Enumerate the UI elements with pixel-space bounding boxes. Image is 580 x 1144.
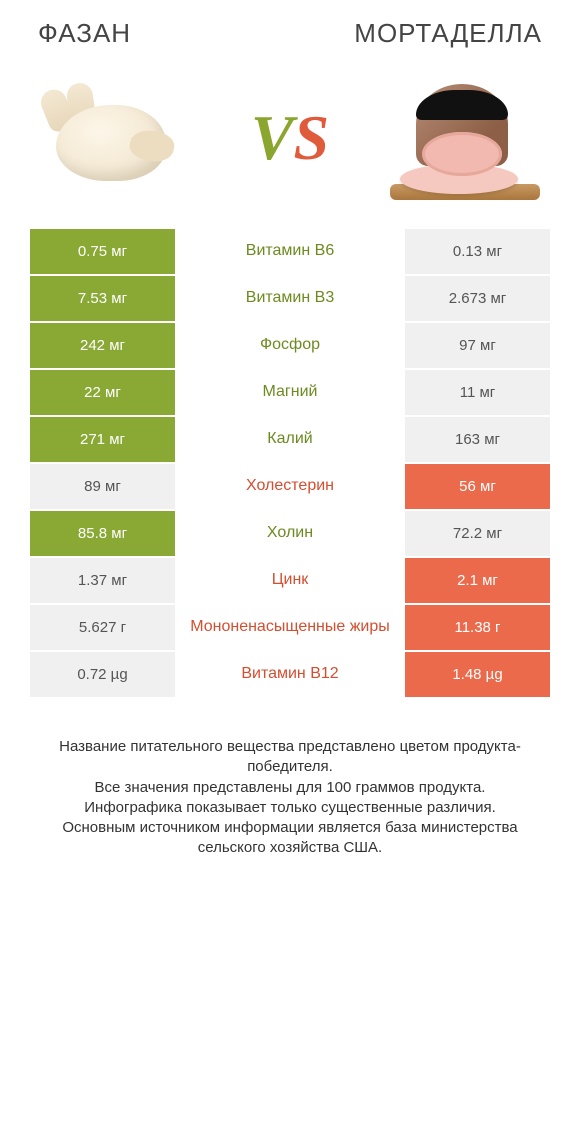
- right-value-cell: 2.1 мг: [405, 558, 550, 603]
- nutrient-name-cell: Магний: [175, 370, 405, 415]
- vs-label: VS: [251, 101, 329, 175]
- nutrient-name-cell: Витамин B12: [175, 652, 405, 697]
- table-row: 0.75 мгВитамин B60.13 мг: [30, 229, 550, 274]
- left-value-cell: 89 мг: [30, 464, 175, 509]
- comparison-table: 0.75 мгВитамин B60.13 мг7.53 мгВитамин B…: [30, 229, 550, 697]
- vs-letter-s: S: [294, 102, 330, 173]
- left-value-cell: 1.37 мг: [30, 558, 175, 603]
- table-row: 242 мгФосфор97 мг: [30, 321, 550, 368]
- mortadella-illustration: [392, 78, 542, 198]
- right-product-image: [382, 73, 552, 203]
- hero-section: VS: [0, 59, 580, 229]
- table-row: 5.627 гМононенасыщенные жиры11.38 г: [30, 603, 550, 650]
- footnote-line: Все значения представлены для 100 граммо…: [30, 778, 550, 798]
- right-value-cell: 72.2 мг: [405, 511, 550, 556]
- left-value-cell: 5.627 г: [30, 605, 175, 650]
- table-row: 22 мгМагний11 мг: [30, 368, 550, 415]
- nutrient-name-cell: Калий: [175, 417, 405, 462]
- footnote: Название питательного вещества представл…: [30, 737, 550, 859]
- footnote-line: Основным источником информации является …: [30, 818, 550, 859]
- table-row: 89 мгХолестерин56 мг: [30, 462, 550, 509]
- nutrient-name-cell: Холин: [175, 511, 405, 556]
- table-row: 1.37 мгЦинк2.1 мг: [30, 556, 550, 603]
- left-value-cell: 85.8 мг: [30, 511, 175, 556]
- nutrient-name-cell: Витамин B3: [175, 276, 405, 321]
- pheasant-illustration: [38, 83, 188, 193]
- right-value-cell: 11 мг: [405, 370, 550, 415]
- left-value-cell: 0.72 µg: [30, 652, 175, 697]
- nutrient-name-cell: Фосфор: [175, 323, 405, 368]
- left-value-cell: 0.75 мг: [30, 229, 175, 274]
- right-product-title: Мортаделла: [354, 18, 542, 49]
- left-value-cell: 22 мг: [30, 370, 175, 415]
- vs-letter-v: V: [251, 102, 294, 173]
- nutrient-name-cell: Витамин B6: [175, 229, 405, 274]
- footnote-line: Инфографика показывает только существенн…: [30, 798, 550, 818]
- left-value-cell: 271 мг: [30, 417, 175, 462]
- table-row: 271 мгКалий163 мг: [30, 415, 550, 462]
- right-value-cell: 2.673 мг: [405, 276, 550, 321]
- right-value-cell: 97 мг: [405, 323, 550, 368]
- right-value-cell: 11.38 г: [405, 605, 550, 650]
- table-row: 0.72 µgВитамин B121.48 µg: [30, 650, 550, 697]
- nutrient-name-cell: Мононенасыщенные жиры: [175, 605, 405, 650]
- left-product-title: Фазан: [38, 18, 131, 49]
- left-product-image: [28, 73, 198, 203]
- nutrient-name-cell: Цинк: [175, 558, 405, 603]
- left-value-cell: 7.53 мг: [30, 276, 175, 321]
- footnote-line: Название питательного вещества представл…: [30, 737, 550, 778]
- nutrient-name-cell: Холестерин: [175, 464, 405, 509]
- table-row: 7.53 мгВитамин B32.673 мг: [30, 274, 550, 321]
- table-row: 85.8 мгХолин72.2 мг: [30, 509, 550, 556]
- right-value-cell: 56 мг: [405, 464, 550, 509]
- right-value-cell: 163 мг: [405, 417, 550, 462]
- left-value-cell: 242 мг: [30, 323, 175, 368]
- right-value-cell: 0.13 мг: [405, 229, 550, 274]
- right-value-cell: 1.48 µg: [405, 652, 550, 697]
